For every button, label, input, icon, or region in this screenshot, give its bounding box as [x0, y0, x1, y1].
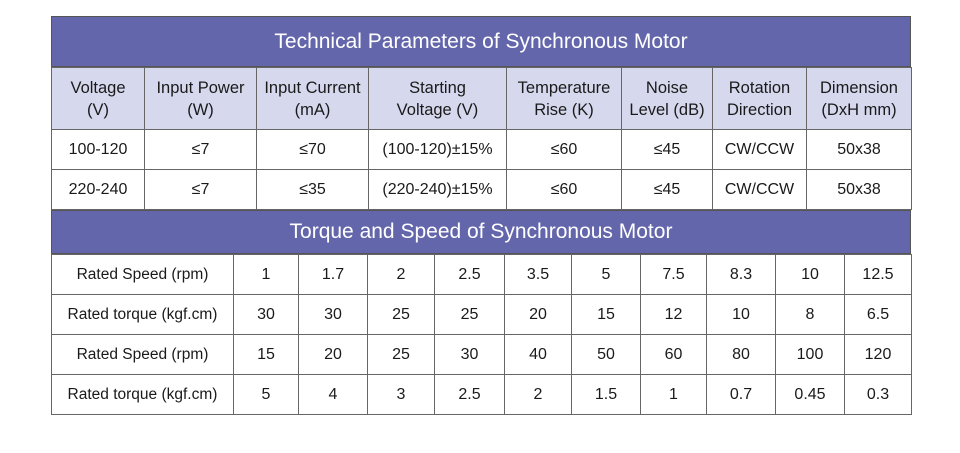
value-cell: 80 [706, 334, 776, 375]
table-row: Rated torque (kgf.cm) 30 30 25 25 20 15 … [51, 294, 912, 335]
value-cell: 0.7 [706, 374, 776, 415]
cell-temperature-rise: ≤60 [506, 169, 622, 210]
header-voltage: Voltage (V) [51, 67, 145, 130]
cell-noise-level: ≤45 [621, 129, 713, 170]
cell-input-power: ≤7 [144, 129, 257, 170]
cell-starting-voltage: (100-120)±15% [368, 129, 507, 170]
value-cell: 25 [367, 294, 435, 335]
value-cell: 5 [571, 254, 641, 295]
value-cell: 0.45 [775, 374, 845, 415]
technical-parameters-table: Voltage (V) Input Power (W) Input Current(… [51, 67, 912, 210]
value-cell: 2 [504, 374, 572, 415]
value-cell: 15 [571, 294, 641, 335]
value-cell: 7.5 [640, 254, 707, 295]
value-cell: 20 [504, 294, 572, 335]
value-cell: 30 [434, 334, 505, 375]
header-input-current: Input Current (mA) [256, 67, 369, 130]
cell-starting-voltage: (220-240)±15% [368, 169, 507, 210]
value-cell: 3.5 [504, 254, 572, 295]
header-starting-voltage: Starting Voltage (V) [368, 67, 507, 130]
torque-speed-title: Torque and Speed of Synchronous Motor [51, 210, 911, 254]
value-cell: 25 [434, 294, 505, 335]
value-cell: 120 [844, 334, 912, 375]
value-cell: 20 [298, 334, 368, 375]
row-label: Rated torque (kgf.cm) [51, 374, 234, 415]
value-cell: 50 [571, 334, 641, 375]
table-header-row: Voltage (V) Input Power (W) Input Current(… [51, 67, 912, 130]
torque-speed-table: Rated Speed (rpm) 1 1.7 2 2.5 3.5 5 7.5 … [51, 254, 912, 415]
cell-voltage: 220-240 [51, 169, 145, 210]
value-cell: 3 [367, 374, 435, 415]
spec-sheet: Technical Parameters of Synchronous Moto… [51, 16, 912, 415]
value-cell: 30 [233, 294, 299, 335]
cell-dimension: 50x38 [806, 129, 912, 170]
cell-rotation-direction: CW/CCW [712, 129, 807, 170]
value-cell: 10 [706, 294, 776, 335]
value-cell: 2.5 [434, 374, 505, 415]
cell-temperature-rise: ≤60 [506, 129, 622, 170]
technical-parameters-title: Technical Parameters of Synchronous Moto… [51, 16, 911, 67]
table-row: 100-120 ≤7 ≤70 (100-120)±15% ≤60 ≤45 CW/… [51, 129, 912, 170]
value-cell: 1 [640, 374, 707, 415]
table-row: Rated Speed (rpm) 15 20 25 30 40 50 60 8… [51, 334, 912, 375]
table-row: Rated Speed (rpm) 1 1.7 2 2.5 3.5 5 7.5 … [51, 254, 912, 295]
table-row: 220-240 ≤7 ≤35 (220-240)±15% ≤60 ≤45 CW/… [51, 169, 912, 210]
header-dimension: Dimension (DxH mm) [806, 67, 912, 130]
value-cell: 2 [367, 254, 435, 295]
value-cell: 8.3 [706, 254, 776, 295]
value-cell: 12 [640, 294, 707, 335]
row-label: Rated Speed (rpm) [51, 254, 234, 295]
value-cell: 15 [233, 334, 299, 375]
value-cell: 1.5 [571, 374, 641, 415]
cell-input-current: ≤35 [256, 169, 369, 210]
cell-rotation-direction: CW/CCW [712, 169, 807, 210]
value-cell: 40 [504, 334, 572, 375]
cell-voltage: 100-120 [51, 129, 145, 170]
value-cell: 1 [233, 254, 299, 295]
row-label: Rated torque (kgf.cm) [51, 294, 234, 335]
header-temperature-rise: Temperature Rise (K) [506, 67, 622, 130]
value-cell: 1.7 [298, 254, 368, 295]
value-cell: 2.5 [434, 254, 505, 295]
value-cell: 60 [640, 334, 707, 375]
header-input-power: Input Power (W) [144, 67, 257, 130]
cell-noise-level: ≤45 [621, 169, 713, 210]
header-rotation-direction: Rotation Direction [712, 67, 807, 130]
table-row: Rated torque (kgf.cm) 5 4 3 2.5 2 1.5 1 … [51, 374, 912, 415]
value-cell: 100 [775, 334, 845, 375]
value-cell: 6.5 [844, 294, 912, 335]
row-label: Rated Speed (rpm) [51, 334, 234, 375]
value-cell: 12.5 [844, 254, 912, 295]
value-cell: 25 [367, 334, 435, 375]
value-cell: 4 [298, 374, 368, 415]
value-cell: 30 [298, 294, 368, 335]
header-noise-level: Noise Level (dB) [621, 67, 713, 130]
cell-dimension: 50x38 [806, 169, 912, 210]
value-cell: 10 [775, 254, 845, 295]
value-cell: 8 [775, 294, 845, 335]
cell-input-current: ≤70 [256, 129, 369, 170]
value-cell: 5 [233, 374, 299, 415]
cell-input-power: ≤7 [144, 169, 257, 210]
value-cell: 0.3 [844, 374, 912, 415]
